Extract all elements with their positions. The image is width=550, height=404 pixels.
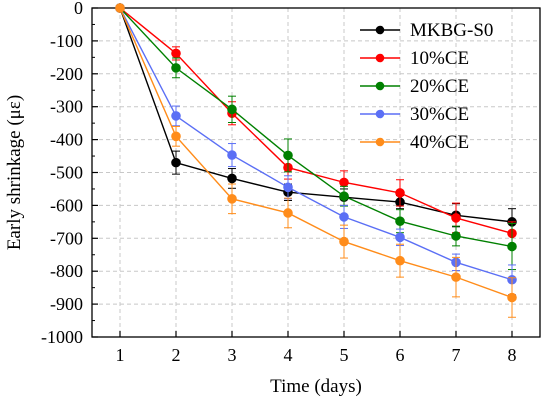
data-point [227,150,237,160]
y-tick-label: -300 [50,97,83,117]
legend-label: 10%CE [410,48,469,69]
data-point [451,213,461,223]
legend-item: 40%CE [360,132,469,153]
data-point [395,188,405,198]
data-point [339,191,349,201]
data-point [395,216,405,226]
data-point [171,63,181,73]
data-point [171,111,181,121]
legend-label: 40%CE [410,132,469,153]
x-tick-label: 8 [508,345,517,365]
legend-item: 30%CE [360,104,469,125]
series-40-ce [115,3,517,318]
y-tick-label: -600 [50,195,83,215]
x-tick-label: 6 [396,345,405,365]
data-point [227,194,237,204]
series-group [115,3,517,318]
x-tick-label: 3 [228,345,237,365]
data-point [283,150,293,161]
legend-swatch-marker [375,109,385,119]
x-tick-label: 7 [452,345,461,365]
legend-swatch-marker [375,25,385,35]
data-point [507,241,517,252]
data-point [227,104,237,115]
data-point [171,157,181,168]
data-point [339,177,349,188]
legend-item: 10%CE [360,48,469,69]
data-point [507,292,517,303]
axes: 1 2 3 4 5 6 7 8 0 -100 -200 -300 -400 -500 -600 -700 -80… [41,0,541,365]
y-tick-label: -400 [50,130,83,150]
data-point [395,232,405,243]
y-tick-label: -800 [50,261,83,281]
legend-item: 20%CE [360,76,469,97]
data-point [339,212,349,222]
legend-label: 20%CE [410,76,469,97]
x-axis-title: Time (days) [270,376,362,397]
series-line [119,7,513,248]
legend-label: 30%CE [410,104,469,125]
legend-swatch-marker [375,53,385,63]
y-tick-label: -700 [50,228,83,248]
y-tick-label: -200 [50,64,83,84]
y-tick-label: -100 [50,31,83,51]
series-line [119,7,513,281]
legend-label: MKBG-S0 [410,20,493,41]
x-tick-label: 2 [172,345,181,365]
data-point [451,231,461,241]
y-tick-label: -1000 [41,327,83,347]
data-point [339,236,349,247]
grid [92,7,540,338]
series-line [119,7,513,299]
data-point [171,131,181,142]
y-tick-label: -500 [50,163,83,183]
data-point [115,3,125,13]
legend-swatch-marker [375,81,385,91]
data-point [451,272,461,282]
x-tick-label: 4 [284,345,293,365]
x-tick-label: 1 [116,345,125,365]
data-point [283,208,293,218]
data-point [227,173,237,184]
data-point [171,48,181,59]
legend-item: MKBG-S0 [360,20,493,41]
y-tick-label: 0 [74,0,83,18]
legend: MKBG-S0 10%CE 20%CE 30%CE 40%CE [360,20,493,153]
y-tick-label: -900 [50,294,83,314]
legend-swatch-marker [375,137,385,147]
data-point [395,255,405,266]
x-tick-label: 5 [340,345,349,365]
data-point [283,182,293,193]
y-axis-title: Early shrinkage (με) [4,95,25,250]
